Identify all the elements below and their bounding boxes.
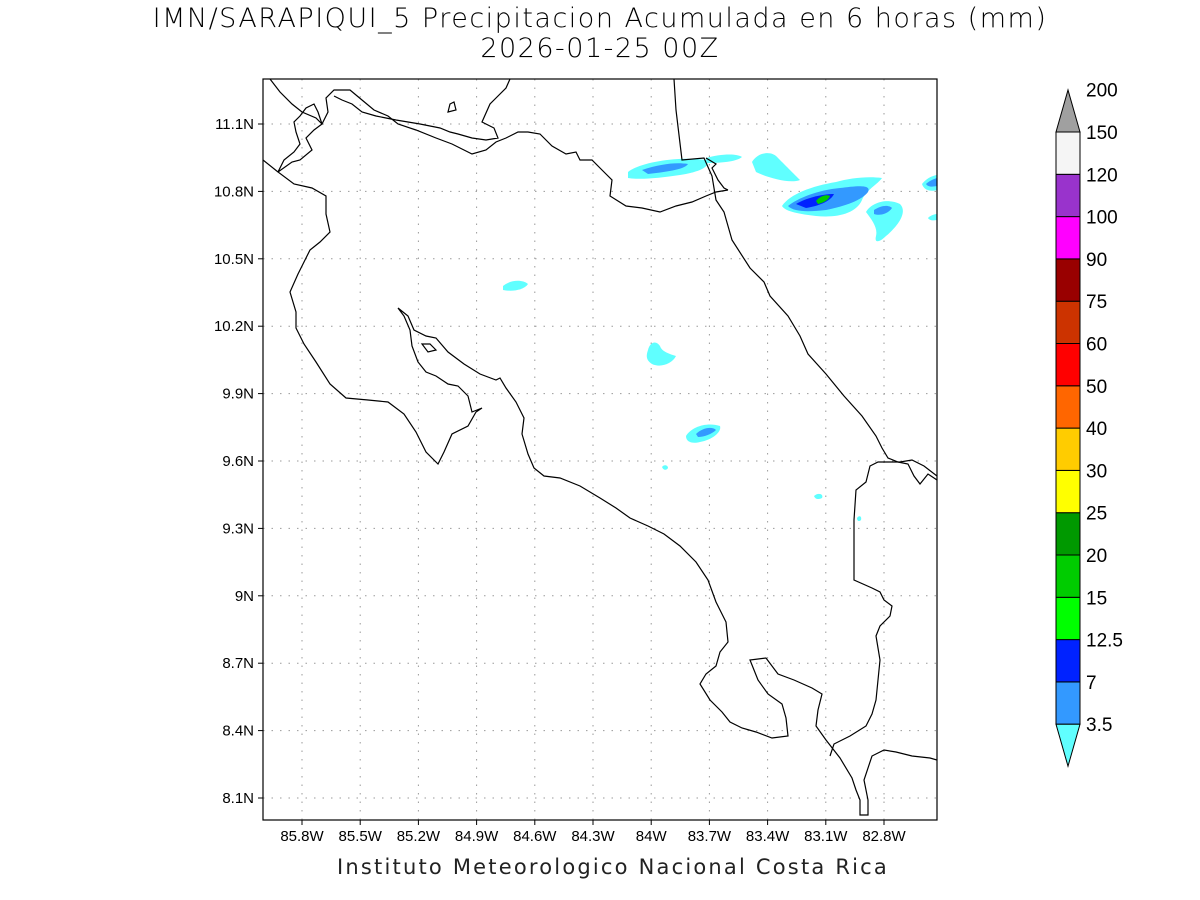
coastline-pacific bbox=[263, 103, 937, 816]
colorbar-label: 25 bbox=[1086, 504, 1107, 525]
lon-tick-label: 84.9W bbox=[455, 828, 499, 845]
rain-area bbox=[814, 493, 823, 500]
lat-tick-label: 9N bbox=[235, 588, 254, 605]
colorbar-swatch bbox=[1055, 216, 1081, 260]
lon-tick-label: 82.8W bbox=[862, 828, 906, 845]
rain-area bbox=[752, 153, 800, 182]
colorbar-underflow-triangle bbox=[1055, 723, 1081, 769]
longitude-axis: 85.8W 85.5W 85.2W 84.9W 84.6W 84.3W 84W 83.7W 83… bbox=[280, 820, 907, 845]
colorbar-label: 12.5 bbox=[1086, 631, 1123, 652]
lon-tick-label: 85.5W bbox=[339, 828, 383, 845]
lat-tick-label: 10.5N bbox=[214, 251, 254, 268]
colorbar-label: 120 bbox=[1086, 165, 1118, 186]
lon-tick-label: 83.4W bbox=[746, 828, 790, 845]
lon-tick-label: 83.1W bbox=[804, 828, 848, 845]
colorbar-swatch bbox=[1055, 258, 1081, 302]
coastline-caribbean bbox=[673, 79, 937, 485]
colorbar-label: 100 bbox=[1086, 208, 1118, 229]
colorbar-label: 3.5 bbox=[1086, 715, 1112, 736]
lat-tick-label: 9.6N bbox=[222, 453, 254, 470]
colorbar-label: 40 bbox=[1086, 419, 1107, 440]
latitude-axis: 11.1N 10.8N 10.5N 10.2N 9.9N 9.6N 9.3N 9N 8.7N 8.… bbox=[214, 116, 263, 807]
lat-tick-label: 10.8N bbox=[214, 183, 254, 200]
rain-area bbox=[874, 205, 892, 215]
colorbar-swatch bbox=[1055, 343, 1081, 387]
rain-area bbox=[662, 465, 668, 470]
chart-datetime: 2026-01-25 00Z bbox=[480, 33, 720, 64]
rain-area bbox=[857, 516, 862, 522]
colorbar-label: 200 bbox=[1086, 81, 1118, 102]
border-panama bbox=[829, 459, 937, 757]
colorbar-swatch bbox=[1055, 173, 1081, 218]
lat-tick-label: 10.2N bbox=[214, 318, 254, 335]
colorbar-swatch bbox=[1055, 512, 1081, 556]
colorbar-label: 20 bbox=[1086, 546, 1107, 567]
colorbar-swatch bbox=[1055, 639, 1081, 683]
colorbar-swatch bbox=[1055, 385, 1081, 429]
lon-tick-label: 85.8W bbox=[280, 828, 324, 845]
rain-area bbox=[503, 280, 528, 291]
credit-footer: Instituto Meteorologico Nacional Costa R… bbox=[337, 855, 889, 879]
colorbar-swatch bbox=[1055, 681, 1081, 725]
chart-title: IMN/SARAPIQUI_5 Precipitacion Acumulada … bbox=[152, 3, 1048, 34]
lat-tick-label: 9.3N bbox=[222, 520, 254, 537]
rain-area bbox=[706, 154, 742, 163]
lon-tick-label: 85.2W bbox=[397, 828, 441, 845]
rain-area bbox=[642, 163, 688, 174]
rain-area bbox=[926, 178, 937, 187]
lat-tick-label: 8.1N bbox=[222, 790, 254, 807]
colorbar-label: 150 bbox=[1086, 123, 1118, 144]
precipitation-overlay bbox=[503, 153, 937, 522]
colorbar-label: 50 bbox=[1086, 377, 1107, 398]
colorbar: 3.5 7 12.5 15 20 25 30 40 50 60 75 90 100 120 150 200 bbox=[1055, 81, 1123, 769]
border-nicaragua bbox=[269, 79, 729, 213]
colorbar-swatch bbox=[1055, 596, 1081, 641]
lon-tick-label: 83.7W bbox=[688, 828, 732, 845]
rain-area bbox=[696, 427, 716, 437]
coastline-nicaragua-lake bbox=[333, 79, 511, 141]
colorbar-label: 90 bbox=[1086, 250, 1107, 271]
coastlines bbox=[263, 79, 937, 816]
river-coast bbox=[705, 157, 729, 191]
lon-tick-label: 84.6W bbox=[513, 828, 557, 845]
colorbar-swatch bbox=[1055, 131, 1081, 175]
colorbar-swatch bbox=[1055, 554, 1081, 598]
colorbar-label: 75 bbox=[1086, 292, 1107, 313]
lon-tick-label: 84W bbox=[636, 828, 668, 845]
island-lake bbox=[447, 101, 457, 113]
lon-tick-label: 84.3W bbox=[571, 828, 615, 845]
colorbar-label: 30 bbox=[1086, 461, 1107, 482]
rain-area bbox=[816, 195, 830, 204]
colorbar-overflow-triangle bbox=[1055, 88, 1081, 133]
island-chira bbox=[420, 343, 438, 353]
colorbar-label: 60 bbox=[1086, 335, 1107, 356]
lat-tick-label: 9.9N bbox=[222, 386, 254, 403]
lat-tick-label: 8.7N bbox=[222, 655, 254, 672]
colorbar-swatch bbox=[1055, 300, 1081, 345]
colorbar-swatch bbox=[1055, 427, 1081, 471]
map-frame bbox=[262, 78, 938, 821]
lat-tick-label: 11.1N bbox=[215, 116, 254, 133]
lat-tick-label: 8.4N bbox=[222, 723, 254, 740]
colorbar-swatch bbox=[1055, 469, 1081, 514]
rain-area bbox=[646, 342, 676, 366]
colorbar-label: 7 bbox=[1086, 673, 1097, 694]
rain-area bbox=[928, 214, 937, 221]
colorbar-label: 15 bbox=[1086, 588, 1107, 609]
